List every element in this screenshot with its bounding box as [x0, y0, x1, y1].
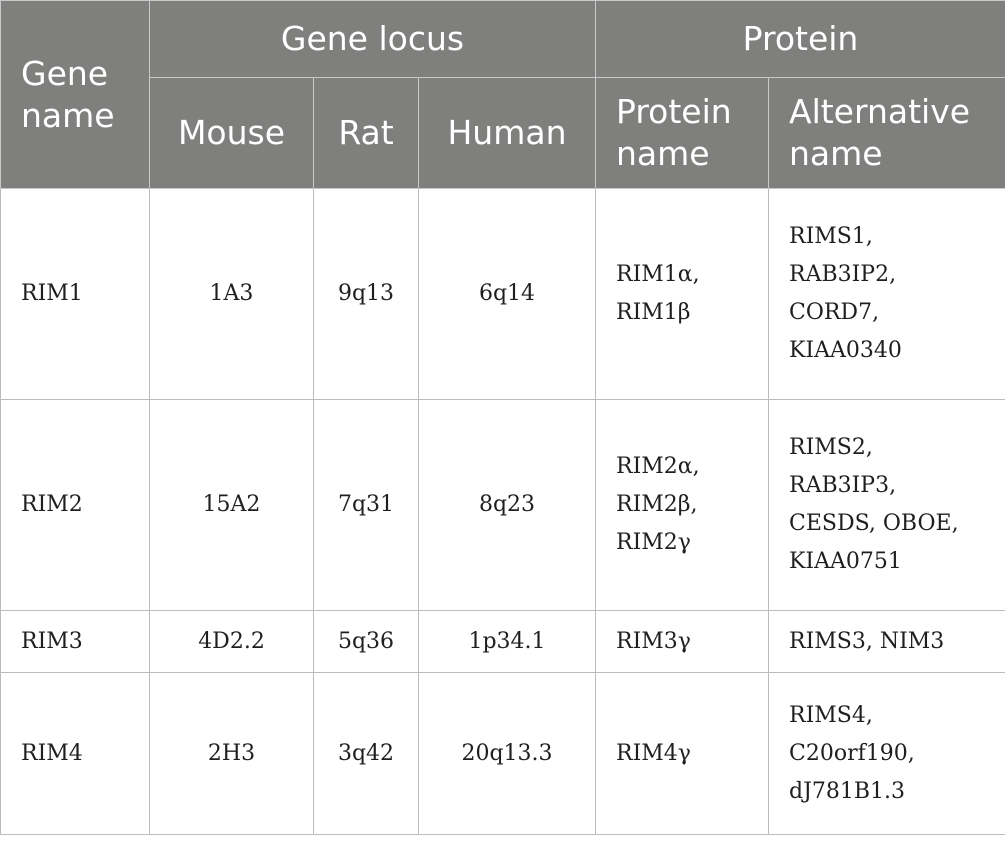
header-gene-name-line-2: name — [21, 95, 115, 135]
alternative-name-line: C20orf190, — [789, 740, 915, 766]
header-row-2: Mouse Rat Human Protein name Alternative… — [1, 77, 1005, 189]
table-body: RIM1 1A3 9q13 6q14 RIM1α, RIM1β RIMS1, R… — [0, 188, 1005, 835]
table-row: RIM3 4D2.2 5q36 1p34.1 RIM3γ RIMS3, NIM3 — [0, 610, 1005, 673]
human-locus-cell: 20q13.3 — [418, 672, 596, 835]
alternative-name-line: dJ781B1.3 — [789, 778, 906, 804]
mouse-locus-cell: 4D2.2 — [149, 610, 314, 673]
human-locus-cell: 1p34.1 — [418, 610, 596, 673]
header-gene-name: Gene name — [0, 0, 150, 189]
rat-locus-cell: 7q31 — [313, 399, 419, 611]
alternative-name-line: KIAA0340 — [789, 338, 902, 363]
alternative-name-line: RIMS3, NIM3 — [789, 628, 945, 654]
protein-name-line: RIM3γ — [616, 628, 691, 654]
header-row-1: Gene name Gene locus Protein — [0, 0, 1005, 189]
gene-name-cell: RIM3 — [0, 610, 150, 673]
alternative-name-line: RAB3IP2, — [789, 262, 897, 287]
rat-locus-cell: 3q42 — [313, 672, 419, 835]
alternative-name-line: KIAA0751 — [789, 549, 902, 574]
header-alternative-name-line-1: Alternative — [789, 92, 971, 131]
alternative-name-line: RIMS4, — [789, 702, 873, 728]
header-protein: Protein — [595, 0, 1005, 78]
mouse-locus-cell: 15A2 — [149, 399, 314, 611]
alternative-name-cell: RIMS1, RAB3IP2, CORD7, KIAA0340 — [768, 188, 1005, 400]
header-protein-name-line-2: name — [616, 134, 710, 173]
alternative-name-cell: RIMS4, C20orf190, dJ781B1.3 — [768, 672, 1005, 835]
rat-locus-cell: 9q13 — [313, 188, 419, 400]
table-row: RIM1 1A3 9q13 6q14 RIM1α, RIM1β RIMS1, R… — [0, 188, 1005, 400]
header-protein-name-line-1: Protein — [616, 92, 732, 131]
protein-name-cell: RIM1α, RIM1β — [595, 188, 769, 400]
table-header: Gene name Gene locus Protein Mouse Rat H… — [0, 0, 1005, 189]
header-protein-name: Protein name — [595, 77, 769, 189]
gene-name-cell: RIM1 — [0, 188, 150, 400]
gene-name-cell: RIM2 — [0, 399, 150, 611]
human-locus-cell: 6q14 — [418, 188, 596, 400]
protein-name-cell: RIM4γ — [595, 672, 769, 835]
protein-name-line: RIM2γ — [616, 530, 691, 555]
alternative-name-line: RIMS2, — [789, 435, 873, 460]
header-rat: Rat — [313, 77, 419, 189]
mouse-locus-cell: 2H3 — [149, 672, 314, 835]
alternative-name-line: CORD7, — [789, 300, 880, 325]
human-locus-cell: 8q23 — [418, 399, 596, 611]
protein-name-cell: RIM2α, RIM2β, RIM2γ — [595, 399, 769, 611]
header-gene-locus: Gene locus — [149, 0, 596, 78]
protein-name-cell: RIM3γ — [595, 610, 769, 673]
protein-name-line: RIM2α, — [616, 454, 700, 479]
rat-locus-cell: 5q36 — [313, 610, 419, 673]
protein-name-line: RIM1β — [616, 300, 691, 325]
header-alternative-name-line-2: name — [789, 134, 883, 173]
gene-name-cell: RIM4 — [0, 672, 150, 835]
header-mouse: Mouse — [149, 77, 314, 189]
alternative-name-line: CESDS, OBOE, — [789, 511, 959, 536]
header-alternative-name: Alternative name — [768, 77, 1005, 189]
protein-name-line: RIM4γ — [616, 740, 691, 766]
table-row: RIM4 2H3 3q42 20q13.3 RIM4γ RIMS4, C20or… — [0, 672, 1005, 835]
protein-name-line: RIM1α, — [616, 262, 700, 287]
alternative-name-cell: RIMS2, RAB3IP3, CESDS, OBOE, KIAA0751 — [768, 399, 1005, 611]
header-human: Human — [418, 77, 596, 189]
alternative-name-cell: RIMS3, NIM3 — [768, 610, 1005, 673]
mouse-locus-cell: 1A3 — [149, 188, 314, 400]
table-row: RIM2 15A2 7q31 8q23 RIM2α, RIM2β, RIM2γ … — [0, 399, 1005, 611]
alternative-name-line: RAB3IP3, — [789, 473, 897, 498]
header-gene-name-line-1: Gene — [21, 53, 109, 93]
alternative-name-line: RIMS1, — [789, 224, 873, 249]
protein-name-line: RIM2β, — [616, 492, 698, 517]
